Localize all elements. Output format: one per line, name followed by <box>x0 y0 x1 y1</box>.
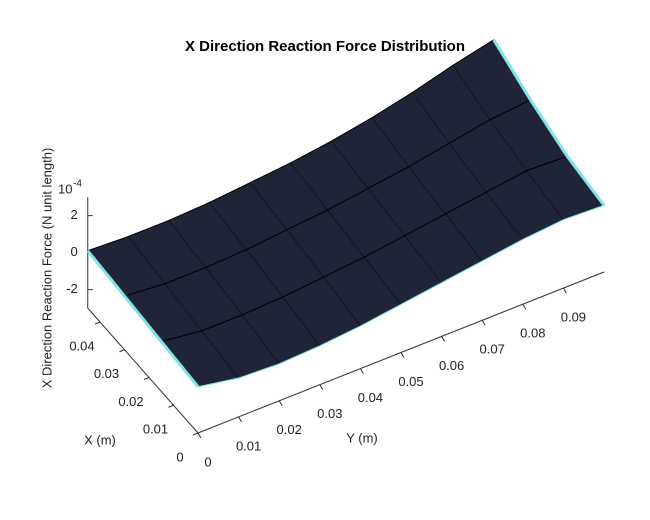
x-tick <box>192 432 199 436</box>
x-tick <box>119 349 125 353</box>
z-exponent-power: -4 <box>73 179 82 190</box>
y-tick <box>400 352 405 358</box>
z-tick-label: -2 <box>66 281 78 296</box>
y-tick <box>481 320 486 326</box>
x-tick <box>143 377 150 380</box>
y-tick-label: 0.02 <box>277 422 302 437</box>
x-axis <box>87 307 199 434</box>
y-tick <box>562 287 567 294</box>
mesh-line <box>87 39 495 252</box>
y-tick <box>319 384 324 390</box>
surface-edge <box>86 249 200 388</box>
z-axis-label: X Direction Reaction Force (N unit lengt… <box>39 148 54 389</box>
mesh-line <box>197 204 605 388</box>
y-tick-label: 0.07 <box>480 342 505 357</box>
y-axis-label: Y (m) <box>346 430 378 445</box>
chart-title: X Direction Reaction Force Distribution <box>185 38 465 55</box>
x-tick-label: 0.01 <box>143 422 168 437</box>
y-tick <box>359 368 364 374</box>
x-tick <box>94 321 101 325</box>
y-tick-label: 0.05 <box>398 374 423 389</box>
z-exponent-base: 10 <box>58 181 72 196</box>
x-tick-label: 0.02 <box>118 394 143 409</box>
y-tick <box>441 336 446 342</box>
y-tick-label: 0.09 <box>561 310 586 325</box>
mesh-line <box>124 99 531 297</box>
y-tick-label: 0.04 <box>358 390 383 405</box>
surface-edge <box>492 39 606 207</box>
x-tick <box>168 404 174 408</box>
z-tick-label: 0 <box>71 244 78 259</box>
x-tick-label: 0 <box>176 449 183 464</box>
y-tick-label: 0 <box>204 454 211 469</box>
y-tick <box>238 416 243 423</box>
x-tick-label: 0.04 <box>69 338 94 353</box>
y-tick-label: 0.08 <box>520 326 545 341</box>
z-tick-label: 2 <box>71 207 78 222</box>
x-axis-label: X (m) <box>84 432 116 447</box>
y-tick-label: 0.03 <box>317 406 342 421</box>
y-tick <box>197 432 202 439</box>
y-tick-label: 0.06 <box>439 358 464 373</box>
y-tick <box>522 303 527 310</box>
x-tick-label: 0.03 <box>94 366 119 381</box>
y-tick-label: 0.01 <box>236 438 261 453</box>
mesh-line <box>161 155 568 342</box>
y-tick <box>278 400 283 407</box>
